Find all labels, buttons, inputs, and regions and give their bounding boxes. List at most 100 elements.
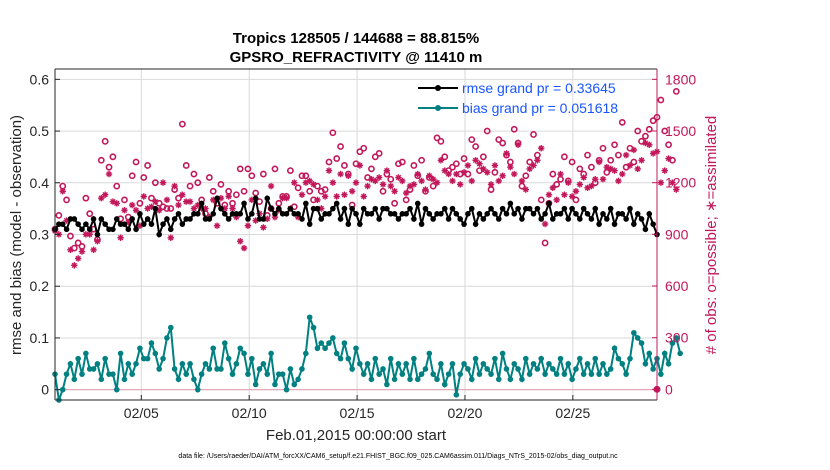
rmse-point <box>233 211 240 217</box>
asterisk-stroke <box>360 193 367 200</box>
bias-point <box>553 371 560 377</box>
obs-assimilated-point <box>128 201 136 209</box>
obs-possible-point <box>649 117 657 125</box>
obs-assimilated-point <box>599 176 607 183</box>
obs-possible-point <box>441 153 449 161</box>
rmse-point <box>191 211 197 217</box>
obs-assimilated-point <box>90 246 97 254</box>
obs-possible-point <box>657 96 665 104</box>
asterisk-stroke <box>214 222 220 229</box>
obs-possible-point <box>128 172 136 180</box>
asterisk-stroke <box>499 173 506 179</box>
rmse-point <box>148 221 155 227</box>
asterisk-stroke <box>376 174 382 181</box>
obs-possible-point <box>144 162 152 169</box>
asterisk-stroke <box>631 147 637 153</box>
bias-point <box>202 360 209 367</box>
bias-point <box>110 371 116 377</box>
rmse-point <box>484 211 491 217</box>
rmse-point <box>534 205 541 212</box>
asterisk-stroke <box>434 179 440 186</box>
asterisk-stroke <box>333 193 340 200</box>
bias-point <box>414 376 421 383</box>
obs-assimilated-point <box>345 172 352 179</box>
x-tick-label: 02/15 <box>340 405 375 421</box>
obs-assimilated-point <box>514 141 522 148</box>
legend-bias-marker <box>435 105 441 111</box>
bias-point <box>140 355 147 362</box>
rmse-point <box>140 221 147 227</box>
bias-point <box>642 360 649 367</box>
rmse-point <box>56 221 62 227</box>
asterisk-stroke <box>569 193 575 200</box>
obs-assimilated-point <box>167 234 174 241</box>
bias-point <box>291 381 298 388</box>
rmse-point <box>457 216 463 222</box>
bias-point <box>453 392 460 398</box>
bias-point <box>426 350 433 357</box>
obs-possible-point <box>572 196 580 204</box>
bias-point <box>349 366 355 372</box>
rmse-point <box>345 221 352 227</box>
obs-possible-point <box>645 125 653 133</box>
rmse-point <box>519 216 525 222</box>
asterisk-stroke <box>353 179 359 186</box>
obs-possible-point <box>607 156 615 164</box>
obs-assimilated-point <box>468 177 475 185</box>
asterisk-stroke <box>102 191 108 198</box>
bias-point <box>137 345 143 352</box>
asterisk-stroke <box>245 222 251 229</box>
obs-possible-point <box>302 172 310 180</box>
bias-point <box>144 355 151 362</box>
bias-point <box>592 355 599 362</box>
obs-possible-point <box>576 165 584 173</box>
obs-assimilated-point <box>132 207 140 214</box>
bias-point <box>175 376 182 383</box>
asterisk-stroke <box>550 185 556 191</box>
obs-possible-point <box>113 182 121 190</box>
y-tick-label: 0.6 <box>30 71 50 87</box>
bias-point <box>665 360 672 367</box>
obs-possible-point <box>368 165 375 173</box>
bias-point <box>260 360 267 367</box>
asterisk-stroke <box>449 178 456 184</box>
obs-assimilated-point <box>534 157 541 164</box>
bias-point <box>357 360 363 367</box>
bias-point <box>183 371 190 377</box>
rmse-point <box>530 211 537 217</box>
asterisk-stroke <box>658 179 664 186</box>
rmse-point <box>596 221 602 227</box>
rmse-series <box>52 194 660 239</box>
rmse-point <box>260 216 267 222</box>
bias-point <box>279 371 286 377</box>
rmse-point <box>461 221 467 227</box>
rmse-point <box>129 216 135 222</box>
rmse-point <box>573 211 579 217</box>
obs-assimilated-point <box>522 186 529 193</box>
rmse-point <box>569 205 575 212</box>
rmse-point <box>326 211 332 217</box>
obs-assimilated-point <box>298 191 306 198</box>
bias-point <box>113 386 120 393</box>
bias-point <box>561 371 568 377</box>
rmse-point <box>287 205 294 212</box>
asterisk-stroke <box>260 224 267 231</box>
obs-possible-point <box>398 158 406 166</box>
asterisk-stroke <box>465 162 471 169</box>
rmse-point <box>604 216 610 222</box>
rmse-point <box>526 205 533 212</box>
obs-assimilated-point <box>549 184 557 192</box>
asterisk-stroke <box>391 188 398 195</box>
bias-point <box>364 360 371 367</box>
rmse-point <box>187 216 193 222</box>
bias-point <box>90 366 97 372</box>
obs-possible-point <box>298 172 306 180</box>
bias-point <box>449 360 456 367</box>
legend-bias-label: bias grand pr = 0.051618 <box>462 100 618 116</box>
bias-point <box>125 360 132 367</box>
obs-assimilated-point <box>484 169 491 176</box>
obs-assimilated-point <box>580 174 587 181</box>
rmse-point <box>430 216 436 222</box>
rmse-point <box>175 211 182 217</box>
rmse-point <box>542 211 548 217</box>
